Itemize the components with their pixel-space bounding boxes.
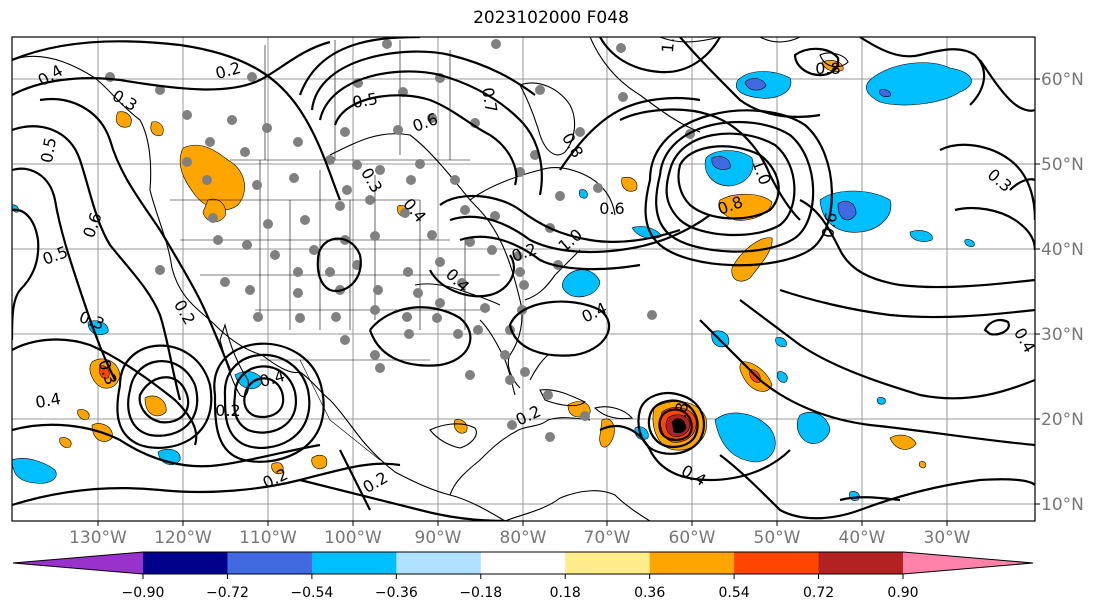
colorbar-tick-label: −0.90 xyxy=(122,585,165,601)
contour-label: 0.5 xyxy=(37,136,60,164)
longitude-label: 110°W xyxy=(239,528,297,548)
state-borders xyxy=(170,40,500,461)
contour-label: 0.4 xyxy=(34,389,62,412)
latitude-label: 50°N xyxy=(1041,155,1084,175)
colorbar: −0.90 −0.72 −0.54 −0.36 −0.18 0.18 0.36 0.54 0.7… xyxy=(12,551,1034,601)
colorbar-extend-high xyxy=(903,552,1033,574)
colorbar-swatch xyxy=(480,552,566,574)
colorbar-tick-label: 0.54 xyxy=(719,585,750,601)
colorbar-tick-label: 0.90 xyxy=(887,585,918,601)
map-title: 2023102000 F048 xyxy=(473,8,629,28)
colorbar-tick-label: −0.18 xyxy=(459,585,502,601)
longitude-label: 40°W xyxy=(839,528,886,548)
contour-label: 0.8 xyxy=(669,401,692,429)
colorbar-tick-label: −0.36 xyxy=(375,585,418,601)
colorbar-ticks xyxy=(142,574,904,579)
contour-label: 0.8 xyxy=(815,59,840,78)
contour-label: 0.6 xyxy=(818,211,841,239)
longitude-labels: 130°W 120°W 110°W 100°W 90°W 80°W 70°W 60°W 50°W… xyxy=(69,528,971,548)
coastlines xyxy=(12,37,849,521)
latitude-label: 60°N xyxy=(1041,70,1084,90)
svg-text:0.6: 0.6 xyxy=(599,199,624,218)
latitude-label: 10°N xyxy=(1041,495,1084,515)
longitude-label: 30°W xyxy=(924,528,971,548)
longitude-label: 50°W xyxy=(754,528,801,548)
colorbar-extend-low xyxy=(13,552,143,574)
contour-label: 0.2 xyxy=(215,401,240,420)
colorbar-tick-label: 0.72 xyxy=(803,585,834,601)
contour-label: 0.6 xyxy=(599,199,624,218)
longitude-label: 90°W xyxy=(415,528,462,548)
latitude-label: 40°N xyxy=(1041,240,1084,260)
contour-label: 1.0 xyxy=(658,27,679,54)
colorbar-swatch xyxy=(227,552,313,574)
longitude-label: 120°W xyxy=(154,528,212,548)
svg-text:0.8: 0.8 xyxy=(669,401,692,429)
shaded-fields xyxy=(12,60,975,501)
colorbar-tick-label: −0.54 xyxy=(290,585,333,601)
station-dots xyxy=(105,39,695,442)
latitude-labels: 60°N 50°N 40°N 30°N 20°N 10°N xyxy=(1041,70,1084,515)
colorbar-swatch xyxy=(565,552,651,574)
map-frame: 0.40.30.20.50.60.50.30.40.50.60.70.80.30… xyxy=(12,27,1035,521)
svg-text:0.2: 0.2 xyxy=(215,401,240,420)
colorbar-tick-label: −0.72 xyxy=(206,585,249,601)
colorbar-swatch xyxy=(143,552,228,574)
contour-label: 0.5 xyxy=(351,89,379,112)
longitude-label: 60°W xyxy=(669,528,716,548)
svg-text:0.8: 0.8 xyxy=(815,59,840,78)
latitude-label: 30°N xyxy=(1041,325,1084,345)
colorbar-swatch xyxy=(396,552,482,574)
colorbar-swatch xyxy=(734,552,820,574)
latitude-label: 20°N xyxy=(1041,410,1084,430)
longitude-label: 70°W xyxy=(584,528,631,548)
contour-label: 0.7 xyxy=(478,86,501,114)
colorbar-swatch xyxy=(818,552,904,574)
svg-text:0.4: 0.4 xyxy=(34,389,62,412)
colorbar-swatches xyxy=(13,552,1033,574)
colorbar-swatch xyxy=(311,552,397,574)
svg-text:0.6: 0.6 xyxy=(818,211,841,239)
contours xyxy=(12,37,1035,521)
longitude-label: 80°W xyxy=(500,528,547,548)
svg-text:0.5: 0.5 xyxy=(37,136,60,164)
longitude-label: 100°W xyxy=(324,528,382,548)
colorbar-labels: −0.90 −0.72 −0.54 −0.36 −0.18 0.18 0.36 0.54 0.7… xyxy=(122,585,919,601)
svg-text:1.0: 1.0 xyxy=(658,27,679,54)
axis-ticks xyxy=(97,78,1040,526)
colorbar-tick-label: 0.36 xyxy=(634,585,665,601)
colorbar-swatch xyxy=(649,552,735,574)
colorbar-tick-label: 0.18 xyxy=(550,585,581,601)
longitude-label: 130°W xyxy=(69,528,127,548)
svg-text:0.5: 0.5 xyxy=(351,89,379,112)
svg-text:0.7: 0.7 xyxy=(478,86,501,114)
